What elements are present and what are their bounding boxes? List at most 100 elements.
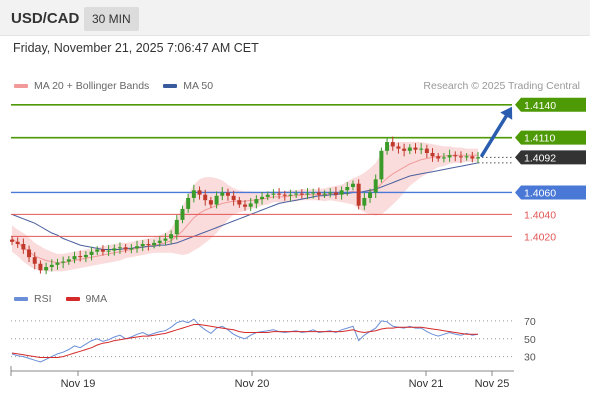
ma50-swatch xyxy=(163,84,178,88)
chart-header: USD/CAD 30 MIN xyxy=(0,0,590,36)
candle-body xyxy=(243,204,247,207)
candle-body xyxy=(61,261,66,263)
candle-body xyxy=(112,248,117,251)
candle-body xyxy=(231,195,236,201)
candle-body xyxy=(15,241,20,245)
candle-body xyxy=(129,248,134,250)
x-tick-label: Nov 20 xyxy=(235,378,270,390)
ma20-swatch xyxy=(14,84,28,88)
candle-body xyxy=(95,249,100,252)
timeframe-button[interactable]: 30 MIN xyxy=(84,7,139,31)
candle-body xyxy=(197,190,202,195)
candle-body xyxy=(345,187,350,191)
legend-item-ma20: MA 20 + Bollinger Bands xyxy=(14,80,149,92)
candle-body xyxy=(208,200,213,205)
ma20-legend-label: MA 20 + Bollinger Bands xyxy=(34,80,150,92)
candle-body xyxy=(140,244,145,247)
rsi-tick-label: 30 xyxy=(524,352,536,364)
candle-body xyxy=(163,238,168,241)
candle-body xyxy=(419,148,424,150)
legend-item-ma50: MA 50 xyxy=(163,80,213,92)
rsi-ma-line xyxy=(11,324,478,358)
rsi-ma-swatch xyxy=(65,297,80,301)
candle-body xyxy=(265,194,270,197)
candle-body xyxy=(55,262,60,265)
x-tick-label: Nov 19 xyxy=(61,378,96,390)
rsi-tick-label: 50 xyxy=(524,334,536,346)
current-price-label: 1.4092 xyxy=(524,152,556,164)
candle-body xyxy=(373,179,378,193)
candle-body xyxy=(146,244,151,246)
candle-body xyxy=(106,250,111,252)
candle-body xyxy=(413,147,418,150)
level-label: 1.4140 xyxy=(524,100,556,112)
rsi-ma-legend-label: 9MA xyxy=(85,293,108,305)
rsi-line xyxy=(11,318,479,363)
candle-body xyxy=(282,194,287,196)
candle-body xyxy=(436,156,441,159)
rsi-legend-label: RSI xyxy=(34,293,52,305)
research-credit: Research © 2025 Trading Central xyxy=(423,80,580,92)
ma50-line xyxy=(11,162,479,250)
candle-body xyxy=(157,240,162,243)
candle-body xyxy=(254,199,259,204)
candle-body xyxy=(470,156,475,159)
level-label: 1.4110 xyxy=(524,133,555,145)
ma50-legend-label: MA 50 xyxy=(183,80,214,92)
candle-body xyxy=(123,247,128,250)
candle-body xyxy=(453,155,458,157)
candle-body xyxy=(174,219,179,235)
candle-body xyxy=(294,193,299,195)
candle-body xyxy=(362,197,367,206)
candle-body xyxy=(464,156,469,158)
candle-body xyxy=(135,246,140,249)
candle-body xyxy=(305,193,310,195)
candle-body xyxy=(117,247,122,249)
candle-body xyxy=(430,153,435,157)
candle-body xyxy=(44,267,49,271)
current-price-tag xyxy=(515,150,586,165)
main-legend: MA 20 + Bollinger Bands MA 50 xyxy=(14,80,227,92)
candle-body xyxy=(248,203,253,207)
level-label: 1.4020 xyxy=(524,231,556,243)
candle-body xyxy=(89,251,94,255)
candle-body xyxy=(220,192,225,196)
candle-body xyxy=(379,150,384,180)
target-arrow xyxy=(480,114,508,158)
candle-body xyxy=(339,190,344,195)
candle-body xyxy=(225,192,230,196)
level-label: 1.4040 xyxy=(524,209,556,221)
candle-body xyxy=(277,193,282,195)
candle-body xyxy=(38,263,43,271)
candle-body xyxy=(322,193,327,195)
candle-body xyxy=(237,200,242,205)
legend-item-rsi: RSI xyxy=(14,293,52,305)
x-tick-label: Nov 21 xyxy=(409,378,444,390)
candle-body xyxy=(191,190,196,198)
candle-body xyxy=(260,196,265,200)
symbol-label: USD/CAD xyxy=(11,10,80,27)
candle-body xyxy=(350,183,355,187)
candle-body xyxy=(316,192,321,195)
level-tag xyxy=(515,97,586,112)
candle-body xyxy=(424,148,429,154)
candle-body xyxy=(27,249,32,258)
legend-item-rsi-ma: 9MA xyxy=(65,293,108,305)
candle-body xyxy=(169,234,174,239)
candle-body xyxy=(476,157,480,159)
candle-body xyxy=(32,257,37,264)
candle-body xyxy=(311,192,316,194)
candle-body xyxy=(186,197,191,209)
candle-body xyxy=(271,193,276,195)
candle-body xyxy=(299,193,304,195)
x-tick-label: Nov 25 xyxy=(475,378,510,390)
candle-body xyxy=(356,183,361,206)
target-arrowhead xyxy=(500,106,513,120)
candle-body xyxy=(72,256,77,260)
candle-body xyxy=(328,192,333,194)
candle-body xyxy=(49,264,54,268)
candle-body xyxy=(396,146,401,149)
datetime-label: Friday, November 21, 2025 7:06:47 AM CET xyxy=(13,41,259,55)
candle-body xyxy=(333,192,338,195)
